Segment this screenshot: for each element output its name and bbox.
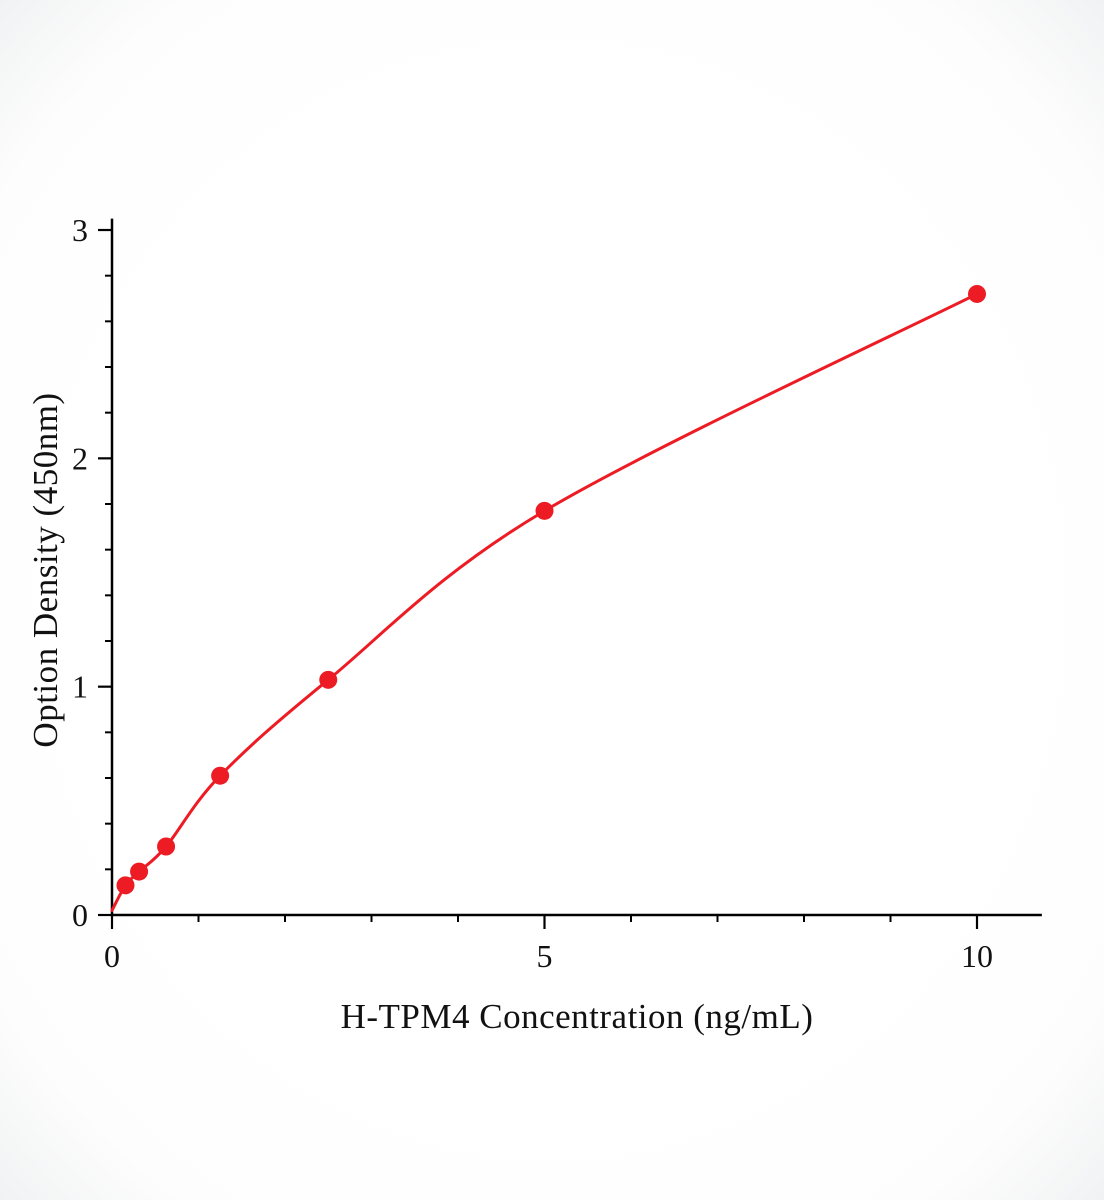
y-axis-title: Option Density (450nm) (26, 392, 65, 748)
x-tick-label: 10 (961, 938, 993, 974)
data-point (535, 501, 554, 520)
y-tick-label: 1 (72, 669, 88, 705)
data-point (116, 876, 135, 895)
data-point (130, 862, 149, 881)
x-axis-title: H-TPM4 Concentration (ng/mL) (340, 997, 814, 1036)
data-point (211, 766, 230, 785)
y-tick-label: 3 (72, 212, 88, 248)
curve-path (110, 292, 979, 912)
x-tick-label: 5 (537, 938, 553, 974)
y-tick-label: 2 (72, 440, 88, 476)
data-point (157, 837, 176, 856)
y-tick-label: 0 (72, 897, 88, 933)
data-point (319, 670, 338, 689)
x-tick-label: 0 (104, 938, 120, 974)
data-point (968, 284, 986, 303)
